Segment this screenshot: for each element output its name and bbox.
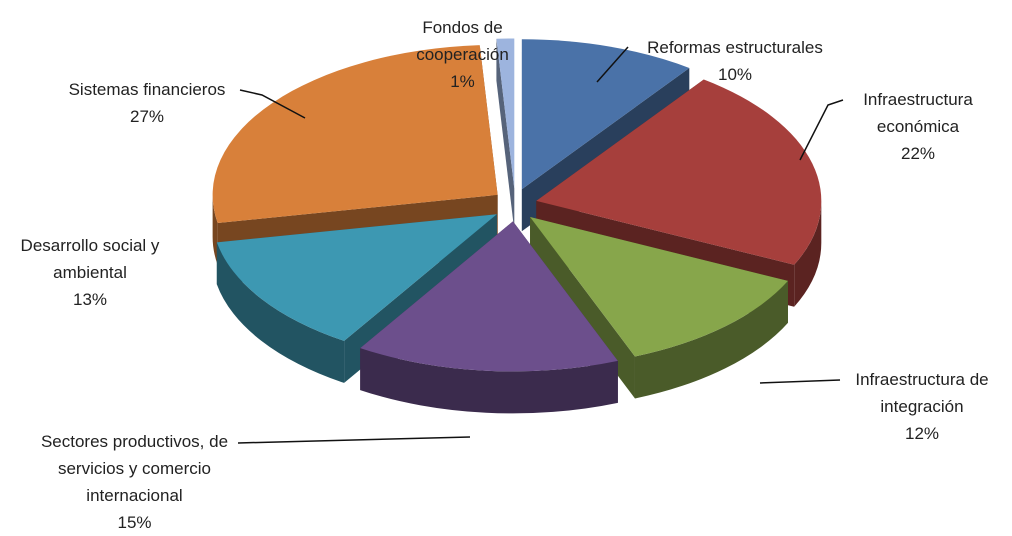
pie-slice bbox=[212, 45, 498, 223]
pie-slice bbox=[496, 38, 515, 189]
slice-label: Sectores productivos, de servicios y com… bbox=[22, 428, 247, 536]
category-label: Sectores productivos, de servicios y com… bbox=[40, 432, 229, 505]
category-label: Desarrollo social y ambiental bbox=[20, 236, 160, 282]
category-label: Fondos de cooperación bbox=[416, 18, 509, 64]
category-label: Sistemas financieros bbox=[68, 80, 226, 99]
value-label: 10% bbox=[717, 65, 753, 84]
slice-side bbox=[634, 280, 788, 399]
leader-line bbox=[799, 99, 844, 161]
pie-slice bbox=[360, 221, 618, 372]
leader-line bbox=[759, 379, 841, 384]
pie-slice bbox=[530, 217, 788, 357]
pie-slice bbox=[536, 79, 822, 265]
value-label: 27% bbox=[129, 107, 165, 126]
category-label: Infraestructura de integración bbox=[855, 370, 989, 416]
slices bbox=[212, 38, 822, 414]
slice-side bbox=[212, 194, 218, 265]
category-label: Infraestructura económica bbox=[863, 90, 973, 136]
pie-slice bbox=[521, 39, 690, 190]
leader-line bbox=[596, 46, 629, 83]
slice-side bbox=[360, 348, 618, 414]
slice-side bbox=[216, 242, 345, 383]
slice-label: Sistemas financieros 27% bbox=[47, 76, 247, 130]
value-label: 22% bbox=[900, 144, 936, 163]
leader-line bbox=[239, 89, 306, 119]
pie-slice bbox=[216, 214, 497, 341]
slice-side bbox=[794, 200, 822, 307]
slice-label: Infraestructura de integración 12% bbox=[837, 366, 1007, 447]
leader-line bbox=[237, 436, 471, 444]
slice-label: Infraestructura económica 22% bbox=[843, 86, 993, 167]
slice-label: Fondos de cooperación 1% bbox=[405, 14, 520, 95]
category-label: Reformas estructurales bbox=[647, 38, 823, 57]
value-label: 15% bbox=[117, 513, 152, 532]
value-label: 1% bbox=[450, 72, 475, 91]
slice-label: Desarrollo social y ambiental 13% bbox=[5, 232, 175, 313]
slice-wall bbox=[496, 38, 515, 231]
value-label: 13% bbox=[72, 290, 108, 309]
slice-label: Reformas estructurales 10% bbox=[615, 34, 855, 88]
value-label: 12% bbox=[904, 424, 940, 443]
